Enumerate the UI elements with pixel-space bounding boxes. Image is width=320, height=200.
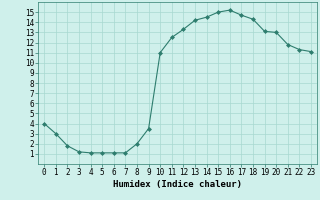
X-axis label: Humidex (Indice chaleur): Humidex (Indice chaleur) <box>113 180 242 189</box>
